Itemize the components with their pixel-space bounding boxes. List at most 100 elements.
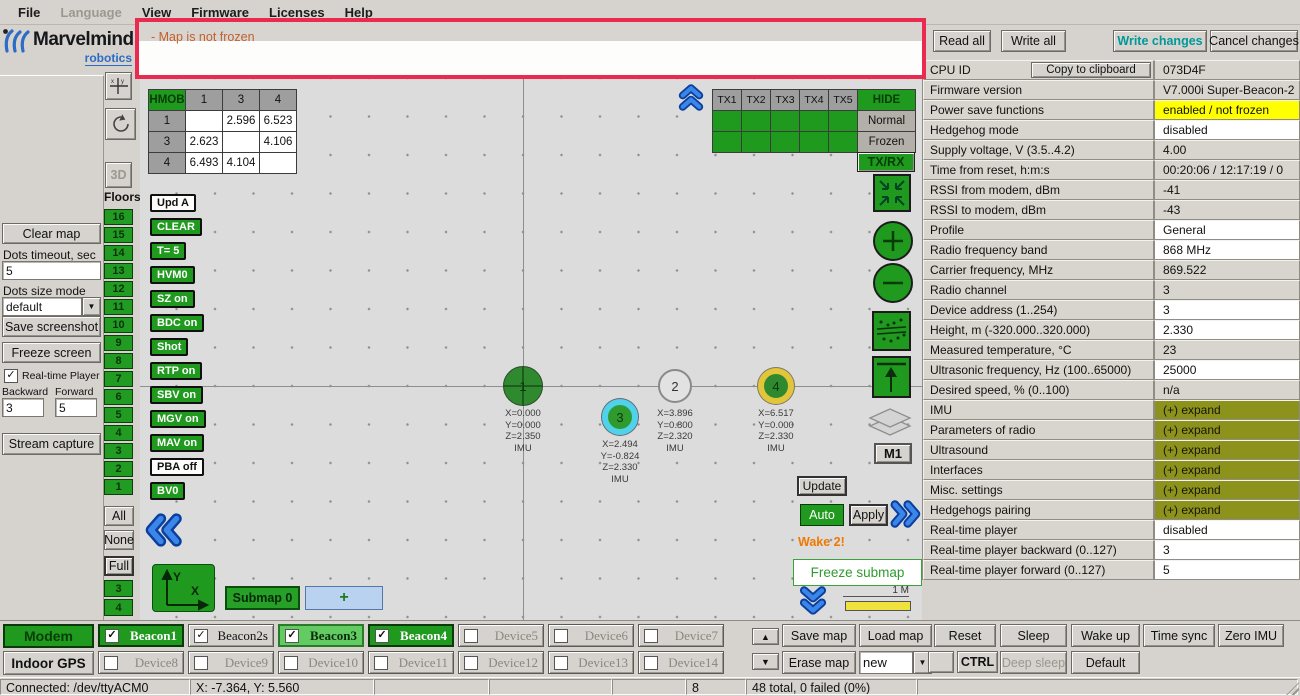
txrx-button[interactable]: TX/RX bbox=[857, 152, 915, 172]
floors-full-button[interactable]: Full bbox=[104, 556, 134, 576]
zero-imu-button[interactable]: Zero IMU bbox=[1218, 624, 1284, 647]
floor-button-2[interactable]: 2 bbox=[104, 461, 133, 477]
map-canvas[interactable]: HMOB 1 3 4 1 2.596 6.523 3 2.623 4.106 4 6.493 4.104… bbox=[140, 75, 922, 621]
dots-size-select[interactable]: default bbox=[2, 297, 82, 316]
floor-button-16[interactable]: 16 bbox=[104, 209, 133, 225]
ctrl-button[interactable]: CTRL bbox=[957, 651, 998, 673]
prop-value-7[interactable]: -43 bbox=[1154, 200, 1300, 220]
default-button[interactable]: Default bbox=[1071, 651, 1140, 674]
floor-button-11[interactable]: 11 bbox=[104, 299, 133, 315]
prop-value-3[interactable]: disabled bbox=[1154, 120, 1300, 140]
device-button-device14[interactable]: Device14 bbox=[638, 651, 724, 674]
prop-value-2[interactable]: enabled / not frozen bbox=[1154, 100, 1300, 120]
menu-licenses[interactable]: Licenses bbox=[269, 4, 325, 20]
device-checkbox-beacon1[interactable]: ✓ bbox=[105, 628, 119, 643]
floor-button-1[interactable]: 1 bbox=[104, 479, 133, 495]
menu-view[interactable]: View bbox=[141, 4, 172, 20]
map-button-t-5[interactable]: T= 5 bbox=[150, 242, 187, 260]
prop-value-25[interactable]: 5 bbox=[1154, 560, 1300, 580]
map-button-rtp-on[interactable]: RTP on bbox=[150, 362, 203, 380]
map-button-sbv-on[interactable]: SBV on bbox=[150, 386, 204, 404]
prop-value-10[interactable]: 869.522 bbox=[1154, 260, 1300, 280]
modem-button[interactable]: Modem bbox=[3, 624, 94, 648]
menu-firmware[interactable]: Firmware bbox=[191, 4, 250, 20]
map-button-pba-off[interactable]: PBA off bbox=[150, 458, 204, 476]
add-submap-button[interactable]: + bbox=[305, 586, 383, 610]
prop-value-0[interactable]: 073D4F bbox=[1154, 60, 1300, 80]
auto-button[interactable]: Auto bbox=[800, 504, 844, 526]
prop-value-12[interactable]: 3 bbox=[1154, 300, 1300, 320]
device-scroll-up-icon[interactable]: ▲ bbox=[752, 628, 779, 645]
prop-value-1[interactable]: V7.000i Super-Beacon-2 bbox=[1154, 80, 1300, 100]
prop-value-9[interactable]: 868 MHz bbox=[1154, 240, 1300, 260]
stream-capture-button[interactable]: Stream capture bbox=[2, 433, 101, 455]
device-checkbox-device8[interactable] bbox=[104, 655, 118, 670]
m1-button[interactable]: M1 bbox=[874, 443, 912, 464]
map-button-bdc-on[interactable]: BDC on bbox=[150, 314, 205, 332]
floor-button-9[interactable]: 9 bbox=[104, 335, 133, 351]
device-checkbox-device10[interactable] bbox=[284, 655, 298, 670]
floors-all-button[interactable]: All bbox=[104, 506, 134, 526]
menu-help[interactable]: Help bbox=[344, 4, 373, 20]
prop-value-20[interactable]: (+) expand bbox=[1154, 460, 1300, 480]
scroll-down-chevrons-icon[interactable] bbox=[798, 585, 828, 617]
device-checkbox-device13[interactable] bbox=[554, 655, 568, 670]
device-button-device6[interactable]: Device6 bbox=[548, 624, 634, 647]
prop-value-6[interactable]: -41 bbox=[1154, 180, 1300, 200]
realtime-player-checkbox[interactable]: ✓ bbox=[4, 369, 18, 383]
device-button-device13[interactable]: Device13 bbox=[548, 651, 634, 674]
floor-button-8[interactable]: 8 bbox=[104, 353, 133, 369]
beacon-2[interactable]: 2 bbox=[658, 369, 692, 403]
realtime-player-toggle[interactable]: ✓ Real-time Player bbox=[4, 369, 100, 383]
map-select[interactable]: new bbox=[859, 651, 913, 674]
device-button-device11[interactable]: Device11 bbox=[368, 651, 454, 674]
load-map-button[interactable]: Load map bbox=[859, 624, 932, 647]
beacon-3[interactable]: 3 bbox=[602, 399, 638, 435]
device-checkbox-device14[interactable] bbox=[644, 655, 658, 670]
floor-button-13[interactable]: 13 bbox=[104, 263, 133, 279]
next-submap-chevrons-icon[interactable] bbox=[890, 500, 922, 528]
prop-value-23[interactable]: disabled bbox=[1154, 520, 1300, 540]
map-button-shot[interactable]: Shot bbox=[150, 338, 189, 356]
device-checkbox-beacon2s[interactable]: ✓ bbox=[194, 628, 208, 643]
floor-bottom-3[interactable]: 3 bbox=[104, 580, 133, 597]
map-button-hvm0[interactable]: HVM0 bbox=[150, 266, 195, 284]
floor-button-12[interactable]: 12 bbox=[104, 281, 133, 297]
rotate-view-button[interactable] bbox=[105, 108, 136, 140]
prop-value-19[interactable]: (+) expand bbox=[1154, 440, 1300, 460]
backward-input[interactable]: 3 bbox=[2, 398, 44, 417]
device-checkbox-device6[interactable] bbox=[554, 628, 568, 643]
wake-up-button[interactable]: Wake up bbox=[1071, 624, 1140, 647]
beacon-4[interactable]: 4 bbox=[758, 368, 794, 404]
map-button-upd-a[interactable]: Upd A bbox=[150, 194, 196, 212]
map-button-sz-on[interactable]: SZ on bbox=[150, 290, 195, 308]
prop-value-5[interactable]: 00:20:06 / 12:17:19 / 0 bbox=[1154, 160, 1300, 180]
indoor-gps-button[interactable]: Indoor GPS bbox=[3, 651, 94, 675]
device-scroll-down-icon[interactable]: ▼ bbox=[752, 653, 779, 670]
scroll-left-chevrons-icon[interactable] bbox=[143, 513, 183, 547]
floor-button-15[interactable]: 15 bbox=[104, 227, 133, 243]
prop-value-22[interactable]: (+) expand bbox=[1154, 500, 1300, 520]
copy-to-clipboard-button[interactable]: Copy to clipboard bbox=[1031, 62, 1151, 78]
dots-timeout-input[interactable]: 5 bbox=[2, 261, 101, 280]
clear-map-button[interactable]: Clear map bbox=[2, 223, 101, 244]
floor-button-7[interactable]: 7 bbox=[104, 371, 133, 387]
device-button-device10[interactable]: Device10 bbox=[278, 651, 364, 674]
write-all-button[interactable]: Write all bbox=[1001, 30, 1066, 52]
scroll-up-chevrons-icon[interactable] bbox=[677, 84, 705, 111]
device-button-beacon3[interactable]: ✓ Beacon3 bbox=[278, 624, 364, 647]
device-checkbox-device5[interactable] bbox=[464, 628, 478, 643]
freeze-submap-button[interactable]: Freeze submap bbox=[793, 559, 922, 586]
cancel-changes-button[interactable]: Cancel changes bbox=[1209, 30, 1299, 52]
forward-input[interactable]: 5 bbox=[55, 398, 97, 417]
device-button-beacon4[interactable]: ✓ Beacon4 bbox=[368, 624, 454, 647]
floor-button-5[interactable]: 5 bbox=[104, 407, 133, 423]
floor-bottom-4[interactable]: 4 bbox=[104, 599, 133, 616]
prop-value-21[interactable]: (+) expand bbox=[1154, 480, 1300, 500]
device-checkbox-device9[interactable] bbox=[194, 655, 208, 670]
dots-display-icon[interactable] bbox=[872, 311, 911, 351]
save-map-button[interactable]: Save map bbox=[782, 624, 856, 647]
device-button-device12[interactable]: Device12 bbox=[458, 651, 544, 674]
device-button-device7[interactable]: Device7 bbox=[638, 624, 724, 647]
